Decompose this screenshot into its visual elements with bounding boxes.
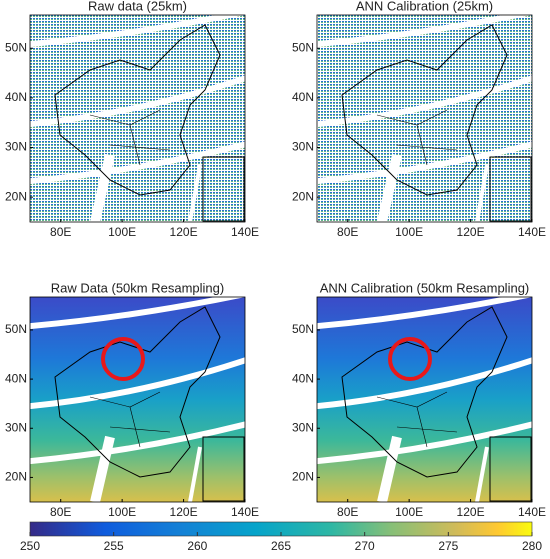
colorbar: 250 255 260 265 270 275 280 xyxy=(20,521,542,553)
swath-gap xyxy=(317,15,532,48)
colorbar-tick-label: 270 xyxy=(355,539,375,553)
swath-gap xyxy=(30,141,245,185)
map-content xyxy=(30,297,245,502)
y-tick-label: 30N xyxy=(292,140,314,154)
map-content xyxy=(317,15,532,222)
swath-gap xyxy=(317,357,532,410)
map-panel: Raw Data (50km Resampling) 80E 100E 120E 140… xyxy=(5,280,259,519)
x-tick-label: 100E xyxy=(395,505,423,519)
swath-gap xyxy=(317,141,532,185)
x-tick-label: 80E xyxy=(337,505,358,519)
province-lines xyxy=(89,391,171,448)
y-tick-label: 40N xyxy=(292,90,314,104)
panel-title: Raw data (25km) xyxy=(88,0,187,13)
y-tick-label: 40N xyxy=(5,90,27,104)
x-tick-label: 140E xyxy=(231,505,259,519)
axes-frame xyxy=(29,14,246,223)
axes-frame xyxy=(316,296,533,503)
swath-gap xyxy=(377,153,402,222)
y-tick-label: 40N xyxy=(292,371,314,385)
map-panel: Raw data (25km) 80E 100E 120E 140E 20N 30N 40N 5… xyxy=(5,0,259,239)
swath-gap xyxy=(475,164,489,222)
swath-gap xyxy=(317,421,532,465)
panel-title: ANN Calibration (50km Resampling) xyxy=(320,280,530,295)
x-tick-label: 80E xyxy=(50,505,71,519)
x-tick-label: 100E xyxy=(108,505,136,519)
y-tick-label: 30N xyxy=(292,420,314,434)
y-tick-label: 30N xyxy=(5,140,27,154)
province-lines xyxy=(376,391,458,448)
panel-title: ANN Calibration (25km) xyxy=(356,0,493,13)
highlight-circle xyxy=(101,337,145,381)
y-tick-label: 50N xyxy=(5,40,27,54)
swath-gap xyxy=(30,421,245,465)
map-content xyxy=(317,297,532,502)
axes-frame xyxy=(29,296,246,503)
y-tick-label: 20N xyxy=(292,189,314,203)
inset-box xyxy=(202,156,245,222)
x-tick-label: 80E xyxy=(337,225,358,239)
province-lines xyxy=(89,109,171,166)
inset-box xyxy=(489,436,532,502)
border xyxy=(54,24,221,196)
x-tick-label: 120E xyxy=(170,505,198,519)
x-tick-label: 120E xyxy=(457,505,485,519)
x-tick-label: 80E xyxy=(50,225,71,239)
swath-gap xyxy=(475,446,489,502)
colorbar-tick-label: 265 xyxy=(271,539,291,553)
x-tick-label: 100E xyxy=(108,225,136,239)
swath-gap xyxy=(30,75,245,128)
swath-gap xyxy=(90,153,115,222)
colorbar-tick-label: 260 xyxy=(187,539,207,553)
y-tick-label: 50N xyxy=(5,322,27,336)
province-lines xyxy=(376,109,458,166)
x-tick-label: 100E xyxy=(395,225,423,239)
border xyxy=(341,24,508,196)
x-tick-label: 120E xyxy=(457,225,485,239)
swath-gap xyxy=(188,164,202,222)
swath-gap xyxy=(377,435,402,502)
highlight-circle xyxy=(388,337,432,381)
map-content xyxy=(30,15,245,222)
colorbar-tick-label: 275 xyxy=(438,539,458,553)
inset-box xyxy=(489,156,532,222)
colorbar-tick-label: 250 xyxy=(20,539,40,553)
colorbar-tick-label: 255 xyxy=(104,539,124,553)
y-tick-label: 20N xyxy=(5,189,27,203)
swath-gap xyxy=(90,435,115,502)
swath-gap xyxy=(317,297,532,330)
y-tick-label: 20N xyxy=(292,470,314,484)
y-tick-label: 20N xyxy=(5,470,27,484)
y-tick-label: 50N xyxy=(292,40,314,54)
x-tick-label: 140E xyxy=(518,225,546,239)
y-tick-label: 50N xyxy=(292,322,314,336)
map-panel: ANN Calibration (25km) 80E 100E 120E 140E 20N… xyxy=(292,0,546,239)
swath-gap xyxy=(317,75,532,128)
map-panel: ANN Calibration (50km Resampling) 80E 100E… xyxy=(292,280,546,519)
axes-frame xyxy=(316,14,533,223)
swath-gap xyxy=(30,357,245,410)
y-tick-label: 30N xyxy=(5,420,27,434)
swath-gap xyxy=(30,15,245,48)
panel-title: Raw Data (50km Resampling) xyxy=(51,280,224,295)
inset-box xyxy=(202,436,245,502)
x-tick-label: 120E xyxy=(170,225,198,239)
x-tick-label: 140E xyxy=(231,225,259,239)
swath-gap xyxy=(188,446,202,502)
swath-gap xyxy=(30,297,245,330)
colorbar-tick-label: 280 xyxy=(522,539,542,553)
x-tick-label: 140E xyxy=(518,505,546,519)
y-tick-label: 40N xyxy=(5,371,27,385)
